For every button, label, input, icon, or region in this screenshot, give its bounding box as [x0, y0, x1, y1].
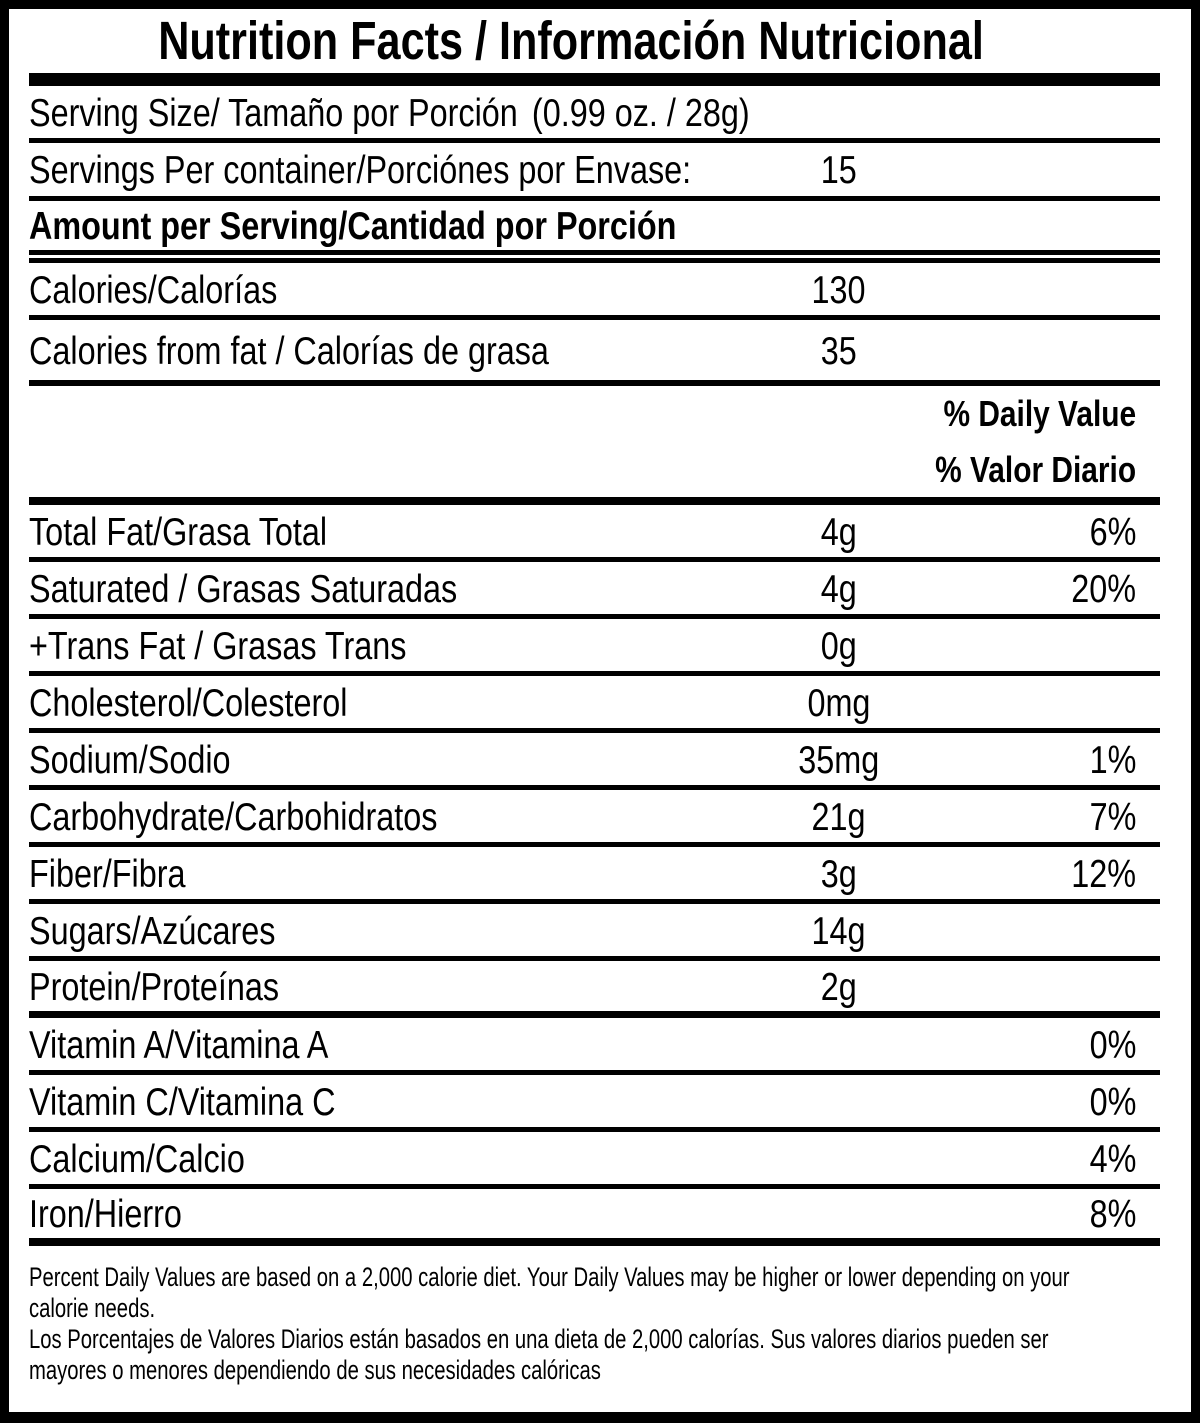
- nutrient-amount-cell: 4g: [689, 562, 989, 614]
- serving-size-label: Serving Size/ Tamaño por Porción: [29, 91, 518, 135]
- nutrient-amount-cell: 35: [689, 320, 989, 380]
- nutrient-amount-cell: 4g: [689, 505, 989, 557]
- nutrient-dv: 8%: [1089, 1193, 1136, 1236]
- nutrient-amount: 0mg: [807, 681, 871, 725]
- row-trans-fat: +Trans Fat / Grasas Trans 0g: [29, 619, 1160, 676]
- nutrient-dv-cell: 7%: [880, 790, 1160, 842]
- row-saturated-fat: Saturated / Grasas Saturadas 4g 20%: [29, 562, 1160, 619]
- servings-per-container-amount-cell: 15: [689, 143, 989, 196]
- nutrient-amount: 130: [811, 268, 866, 312]
- nutrient-label: Total Fat/Grasa Total: [29, 510, 328, 554]
- row-sodium: Sodium/Sodio 35mg 1%: [29, 733, 1160, 790]
- row-serving-size: Serving Size/ Tamaño por Porción (0.99 oz…: [29, 86, 1160, 143]
- row-total-fat: Total Fat/Grasa Total 4g 6%: [29, 505, 1160, 562]
- nutrient-amount: 35: [820, 329, 857, 373]
- footnote: Percent Daily Values are based on a 2,00…: [29, 1246, 1160, 1412]
- footnote-en-line-2-wrap: calorie needs.: [29, 1293, 1160, 1324]
- daily-value-heading-es-line: % Valor Diario: [894, 448, 1136, 490]
- nutrient-dv-cell: 6%: [880, 505, 1160, 557]
- row-iron: Iron/Hierro 8%: [29, 1189, 1160, 1246]
- nutrient-label: Vitamin A/Vitamina A: [29, 1023, 329, 1067]
- nutrient-amount-cell: 0g: [689, 619, 989, 671]
- nutrient-amount: 14g: [811, 909, 866, 953]
- nutrient-amount-cell: 14g: [689, 904, 989, 956]
- nutrient-label: +Trans Fat / Grasas Trans: [29, 624, 407, 668]
- nutrient-label: Sugars/Azúcares: [29, 909, 276, 953]
- row-servings-per-container: Servings Per container/Porciónes por Env…: [29, 143, 1160, 201]
- nutrient-amount-cell: 2g: [689, 961, 989, 1011]
- nutrient-amount: 4g: [820, 510, 857, 554]
- row-amount-per-serving-heading: Amount per Serving/Cantidad por Porción: [29, 201, 1160, 255]
- nutrient-label: Iron/Hierro: [29, 1193, 182, 1236]
- nutrient-amount-cell: 0mg: [689, 676, 989, 728]
- row-calories-from-fat: Calories from fat / Calorías de grasa 35: [29, 320, 1160, 386]
- footnote-es-line-2: mayores o menores dependiendo de sus nec…: [29, 1355, 601, 1385]
- daily-value-heading-block: % Daily Value % Valor Diario: [29, 386, 1160, 505]
- nutrient-label: Fiber/Fibra: [29, 852, 186, 896]
- footnote-en-line-1: Percent Daily Values are based on a 2,00…: [29, 1262, 1070, 1292]
- nutrient-label: Sodium/Sodio: [29, 738, 231, 782]
- serving-size-line: Serving Size/ Tamaño por Porción (0.99 oz…: [29, 92, 750, 136]
- nutrient-dv: 7%: [1089, 795, 1136, 839]
- nutrient-dv-cell: 20%: [880, 562, 1160, 614]
- double-rule-gap: [29, 255, 1160, 263]
- serving-size-value: (0.99 oz. / 28g): [531, 91, 750, 135]
- row-sugars: Sugars/Azúcares 14g: [29, 904, 1160, 961]
- nutrient-amount: 4g: [820, 567, 857, 611]
- footnote-es-line-1-wrap: Los Porcentajes de Valores Diarios están…: [29, 1324, 1160, 1355]
- daily-value-heading-es: % Valor Diario: [935, 448, 1136, 490]
- nutrient-amount-cell: 21g: [689, 790, 989, 842]
- nutrient-dv-cell: 0%: [880, 1018, 1160, 1070]
- nutrient-dv: 20%: [1071, 567, 1136, 611]
- nutrient-dv: 6%: [1089, 510, 1136, 554]
- row-calories: Calories/Calorías 130: [29, 263, 1160, 320]
- nutrient-amount: 3g: [820, 852, 857, 896]
- servings-per-container-value: 15: [820, 149, 857, 192]
- nutrient-dv: 0%: [1089, 1080, 1136, 1124]
- label-title: Nutrition Facts / Información Nutriciona…: [29, 9, 1160, 73]
- nutrient-dv-cell: 1%: [880, 733, 1160, 785]
- nutrient-amount-cell: 3g: [689, 847, 989, 899]
- nutrient-amount: 35mg: [798, 738, 880, 782]
- nutrient-label: Calories from fat / Calorías de grasa: [29, 329, 549, 373]
- nutrient-dv-cell: 12%: [880, 847, 1160, 899]
- footnote-en-line-2: calorie needs.: [29, 1293, 156, 1323]
- nutrient-amount-cell: 35mg: [689, 733, 989, 785]
- row-vitamin-a: Vitamin A/Vitamina A 0%: [29, 1018, 1160, 1075]
- row-calcium: Calcium/Calcio 4%: [29, 1132, 1160, 1189]
- nutrient-dv: 1%: [1089, 738, 1136, 782]
- nutrient-label: Calories/Calorías: [29, 268, 278, 312]
- daily-value-heading-en: % Daily Value: [943, 392, 1136, 434]
- row-carbohydrate: Carbohydrate/Carbohidratos 21g 7%: [29, 790, 1160, 847]
- nutrient-label: Calcium/Calcio: [29, 1137, 245, 1181]
- nutrient-label: Vitamin C/Vitamina C: [29, 1080, 336, 1124]
- nutrient-dv-cell: 8%: [880, 1189, 1160, 1238]
- row-cholesterol: Cholesterol/Colesterol 0mg: [29, 676, 1160, 733]
- footnote-es-line-1: Los Porcentajes de Valores Diarios están…: [29, 1324, 1049, 1354]
- nutrient-amount: 2g: [820, 965, 857, 1009]
- row-fiber: Fiber/Fibra 3g 12%: [29, 847, 1160, 904]
- title-divider-bar: [29, 73, 1160, 86]
- amount-per-serving-heading-text: Amount per Serving/Cantidad por Porción: [29, 205, 677, 248]
- footnote-es-line-2-wrap: mayores o menores dependiendo de sus nec…: [29, 1355, 1160, 1386]
- nutrient-label: Protein/Proteínas: [29, 965, 280, 1009]
- label-title-text: Nutrition Facts / Información Nutriciona…: [158, 11, 985, 71]
- nutrient-dv: 12%: [1071, 852, 1136, 896]
- nutrient-label: Saturated / Grasas Saturadas: [29, 567, 458, 611]
- nutrient-label: Cholesterol/Colesterol: [29, 681, 348, 725]
- nutrient-amount: 21g: [811, 795, 866, 839]
- nutrient-amount: 0g: [820, 624, 857, 668]
- nutrient-label: Carbohydrate/Carbohidratos: [29, 795, 438, 839]
- daily-value-heading-en-line: % Daily Value: [904, 392, 1136, 434]
- row-protein: Protein/Proteínas 2g: [29, 961, 1160, 1018]
- servings-per-container-label: Servings Per container/Porciónes por Env…: [29, 149, 692, 192]
- nutrient-dv-cell: 0%: [880, 1075, 1160, 1127]
- nutrient-dv: 0%: [1089, 1023, 1136, 1067]
- nutrient-dv-cell: 4%: [880, 1132, 1160, 1184]
- nutrient-amount-cell: 130: [689, 263, 989, 315]
- footnote-en-line-1-wrap: Percent Daily Values are based on a 2,00…: [29, 1262, 1160, 1293]
- row-vitamin-c: Vitamin C/Vitamina C 0%: [29, 1075, 1160, 1132]
- nutrient-dv: 4%: [1089, 1137, 1136, 1181]
